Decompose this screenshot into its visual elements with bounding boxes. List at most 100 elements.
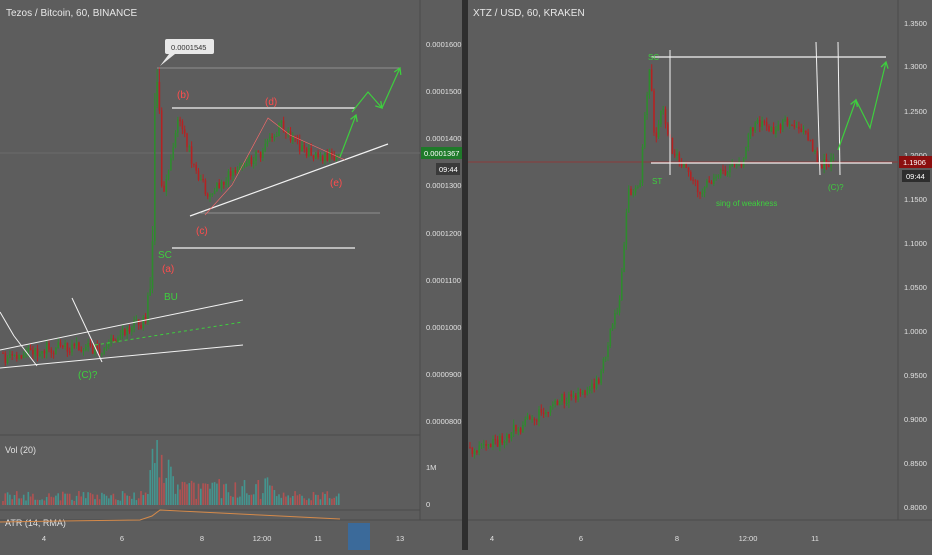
left-volume-bar-145 [335,496,338,505]
right-candle-37 [554,400,556,405]
left-volume-bar-3 [9,494,11,505]
left-candle-117 [271,136,273,138]
right-candle-59 [604,356,607,360]
right-candle-105 [710,181,713,185]
left-volume-bar-21 [50,496,53,505]
left-candle-7 [18,354,20,359]
left-candle-24 [57,342,59,349]
left-candle-3 [9,354,11,358]
left-candle-2 [6,357,9,364]
left-candle-65 [151,241,154,289]
left-volume-bar-4 [11,499,13,505]
right-candle-109 [719,169,722,176]
right-candle-67 [623,244,625,272]
left-candle-129 [298,139,301,152]
right-candle-19 [512,424,515,433]
left-volume-bar-97 [225,483,227,505]
left-candle-60 [140,325,142,329]
right-candle-33 [545,412,547,415]
right-candle-16 [506,434,508,442]
left-candle-9 [22,354,25,359]
right-vertical-3 [837,41,841,176]
left-volume-bar-137 [317,494,319,505]
right-candle-88 [671,137,674,154]
right-candle-89 [673,153,676,156]
right-candle-82 [657,124,660,138]
left-candle-72 [167,170,170,180]
left-candle-97 [225,181,227,185]
left-volume-bar-53 [124,493,126,505]
left-volume-bar-40 [94,499,96,505]
left-candle-130 [301,145,303,152]
left-volume-bar-135 [312,492,315,505]
right-candle-15 [503,441,506,443]
left-candle-112 [259,151,262,158]
left-annotation-1: (d) [265,97,277,108]
left-candle-119 [275,136,278,138]
left-volume-bar-5 [13,495,16,505]
right-candle-60 [607,345,609,357]
left-volume-bar-123 [285,496,287,505]
right-candle-23 [522,425,524,433]
left-volume-bar-119 [275,496,278,505]
left-volume-bar-66 [154,463,156,505]
right-candle-10 [492,439,494,448]
left-volume-bar-93 [216,483,218,505]
left-volume-bar-47 [110,495,112,505]
left-candle-126 [292,136,294,141]
left-volume-bar-74 [172,476,174,505]
left-volume-bar-101 [234,482,237,505]
right-candle-111 [724,170,727,175]
left-candle-140 [324,152,326,161]
left-candle-16 [39,353,41,357]
left-volume-bar-64 [149,470,151,505]
left-volume-bar-59 [137,498,140,505]
left-volume-bar-31 [73,500,76,505]
left-volume-bar-28 [66,493,69,505]
right-candle-58 [602,359,605,371]
left-volume-bar-20 [48,493,50,505]
left-candle-38 [89,343,92,346]
right-candle-45 [572,395,575,397]
left-candle-93 [216,182,218,192]
right-candle-110 [722,169,724,171]
left-candle-48 [112,337,115,341]
left-x-tick-label: 4 [42,534,46,543]
right-candle-36 [552,404,554,407]
right-candle-44 [570,394,572,397]
left-volume-bar-14 [34,499,36,505]
left-candle-29 [68,351,71,353]
right-candle-40 [561,394,563,402]
left-candle-106 [246,163,248,167]
right-y-tick-label: 1.0000 [904,327,927,336]
right-candle-108 [717,175,720,177]
left-candle-0 [2,352,4,354]
left-volume-bar-99 [229,495,232,505]
right-candle-122 [749,127,752,135]
left-candle-63 [147,295,149,322]
right-candle-84 [662,108,664,111]
right-candle-35 [549,406,552,413]
right-candle-118 [740,162,743,167]
left-volume-bar-141 [326,491,329,505]
left-candle-131 [303,145,306,149]
left-arrowhead-1 [350,113,358,123]
left-countdown-tag [436,163,460,175]
left-volume-bar-70 [163,482,165,505]
left-candle-79 [183,129,186,134]
left-volume-bar-19 [45,496,48,505]
left-candle-26 [62,345,64,347]
right-candle-4 [478,445,480,453]
left-annotation-2: (e) [330,178,342,189]
left-candle-115 [266,140,269,144]
left-candle-98 [227,171,230,182]
left-volume-bar-35 [82,492,85,505]
right-annotation-3: (C)? [828,183,844,192]
left-candle-36 [85,346,87,351]
left-candle-43 [101,353,103,355]
left-volume-bar-106 [246,493,248,505]
left-drawing-diag-2 [13,335,38,367]
right-candle-148 [809,140,812,142]
left-candle-90 [209,194,211,197]
left-candle-21 [50,349,53,353]
